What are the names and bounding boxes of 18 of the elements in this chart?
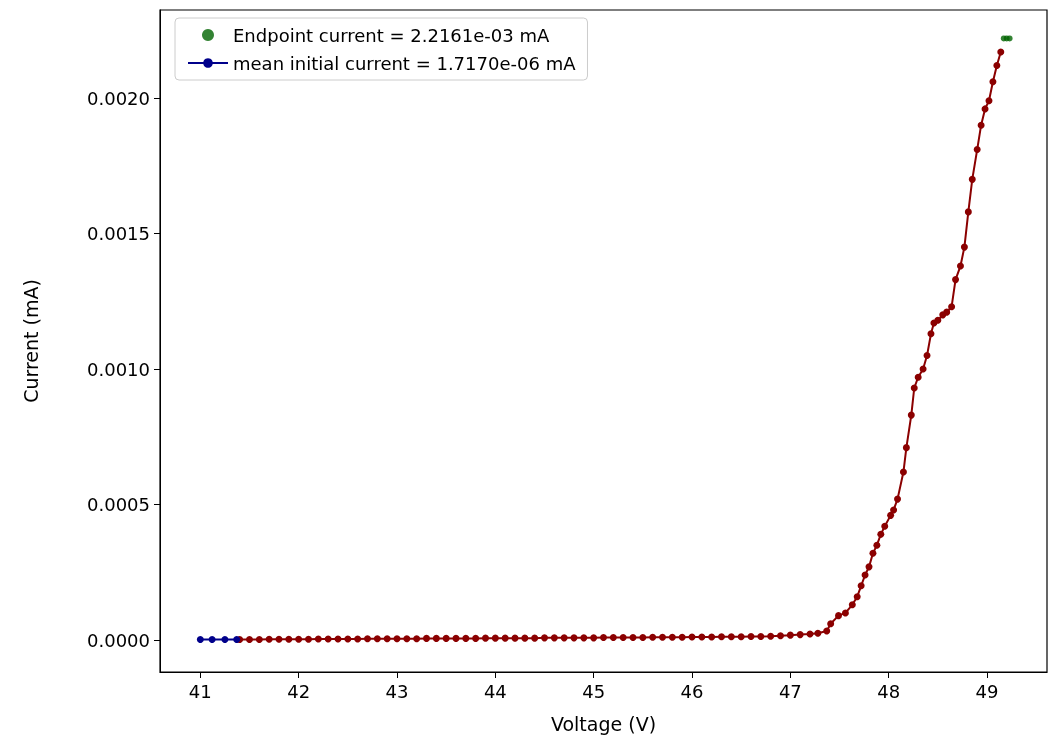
x-tick-label: 46 bbox=[680, 680, 704, 702]
y-axis-title: Current (mA) bbox=[19, 279, 42, 403]
x-tick-label: 49 bbox=[975, 680, 999, 702]
x-tick-label: 45 bbox=[582, 680, 606, 702]
x-tick-label: 47 bbox=[778, 680, 802, 702]
x-tick-label: 41 bbox=[188, 680, 212, 702]
y-tick-label: 0.0020 bbox=[87, 87, 150, 109]
x-axis-title: Voltage (V) bbox=[550, 712, 657, 735]
y-tick-label: 0.0010 bbox=[87, 358, 150, 380]
y-tick-label: 0.0000 bbox=[87, 629, 150, 651]
legend-label: Endpoint current = 2.2161e-03 mA bbox=[233, 24, 550, 46]
x-tick-label: 44 bbox=[483, 680, 507, 702]
x-tick-label: 43 bbox=[385, 680, 409, 702]
y-tick-label: 0.0015 bbox=[87, 223, 150, 245]
y-tick-label: 0.0005 bbox=[87, 494, 150, 516]
legend-label: mean initial current = 1.7170e-06 mA bbox=[233, 52, 577, 74]
x-tick-label: 48 bbox=[877, 680, 901, 702]
x-tick-label: 42 bbox=[287, 680, 311, 702]
